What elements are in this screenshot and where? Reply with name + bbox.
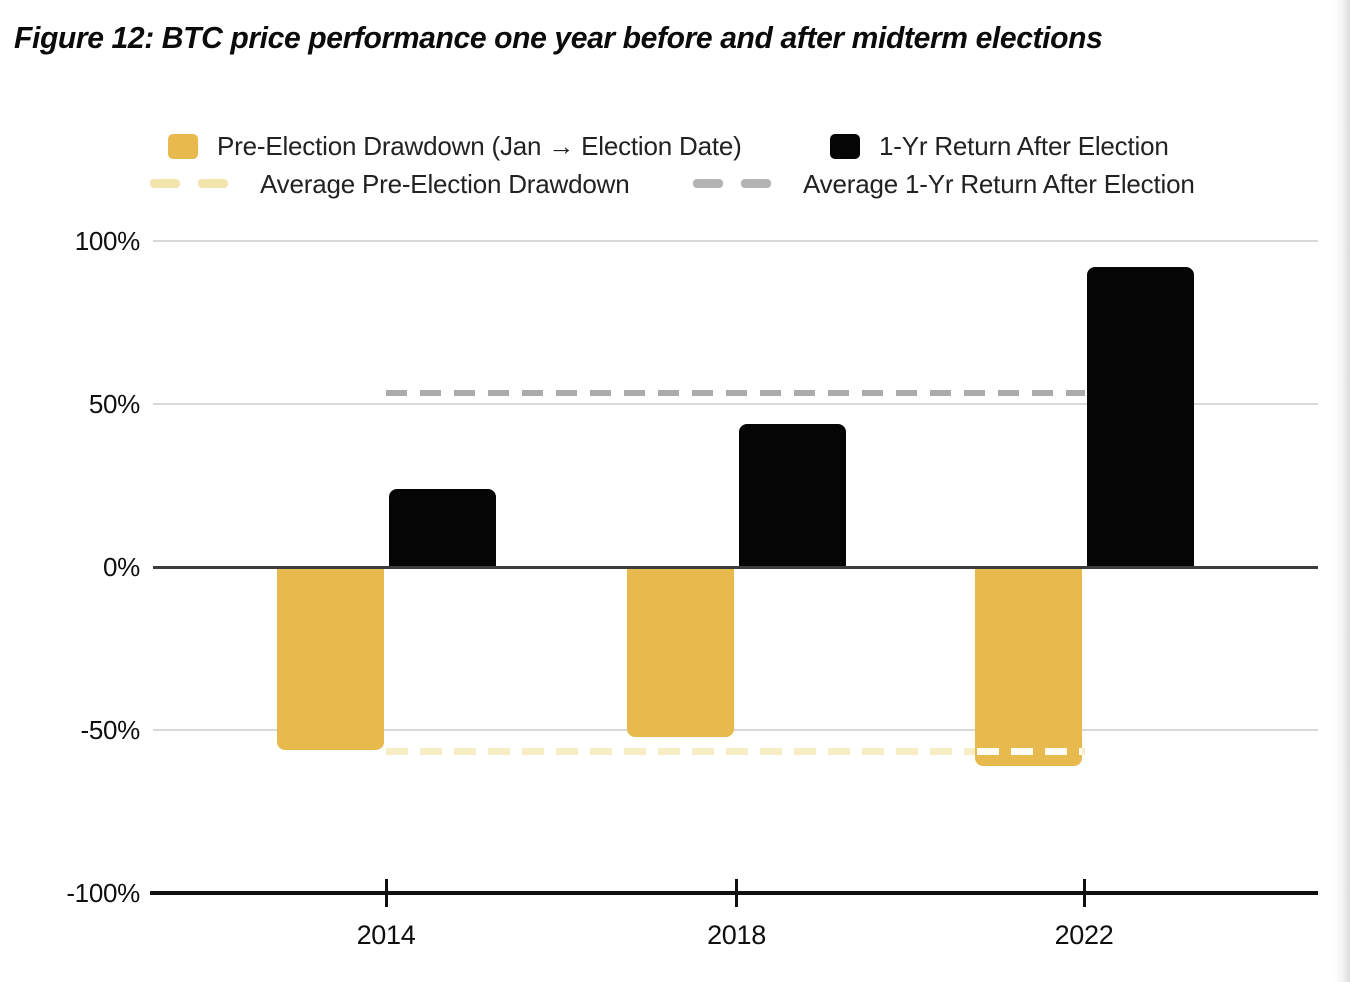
x-axis-label: 2018 [707,920,766,950]
gray-dashed-line-swatch-icon [693,175,787,193]
legend-item-pre-election-drawdown: Pre-Election Drawdown (Jan → Election Da… [168,129,742,163]
black-bar-swatch-icon [830,133,860,159]
y-axis-label: 100% [74,226,141,256]
gridline [153,403,1318,405]
bar-drawdown-2014 [276,567,384,750]
legend-label-pre-election-drawdown: Pre-Election Drawdown (Jan → Election Da… [217,130,742,161]
cream-dashed-line-swatch-icon [150,175,244,193]
gridline [153,240,1318,242]
x-axis-label: 2022 [1054,920,1114,950]
gold-bar-swatch-icon [168,133,198,159]
legend-label-avg-1yr-return: Average 1-Yr Return After Election [803,168,1195,199]
legend-item-1yr-return: 1-Yr Return After Election [830,129,1169,163]
x-axis-line [150,891,1318,895]
zero-gridline [153,565,1318,569]
figure-title: Figure 12: BTC price performance one yea… [14,20,1103,55]
y-axis-label: -100% [66,878,140,908]
y-axis-label: 50% [88,389,140,419]
legend-label-1yr-return: 1-Yr Return After Election [879,130,1169,161]
average-line-overlay-white [976,747,1082,755]
bar-return-2022 [1086,267,1194,567]
bar-return-2014 [388,488,496,567]
x-axis-tick [1082,879,1086,907]
y-axis-label: -50% [80,715,141,745]
x-axis-tick [735,879,738,907]
bar-drawdown-2018 [627,567,734,737]
page-edge-shadow [1334,0,1350,982]
bar-drawdown-2022 [974,567,1082,766]
average-line-pre-election-drawdown [386,747,1085,755]
legend-label-avg-pre-election-drawdown: Average Pre-Election Drawdown [260,168,630,199]
x-axis-label: 2014 [356,920,416,950]
legend-item-avg-1yr-return: Average 1-Yr Return After Election [693,167,1195,201]
average-line-1yr-return [386,389,1085,396]
y-axis-label: 0% [103,552,140,582]
gridline [153,729,1318,731]
x-axis-tick [384,879,388,907]
bar-return-2018 [739,423,846,567]
legend-item-avg-pre-election-drawdown: Average Pre-Election Drawdown [150,167,630,201]
